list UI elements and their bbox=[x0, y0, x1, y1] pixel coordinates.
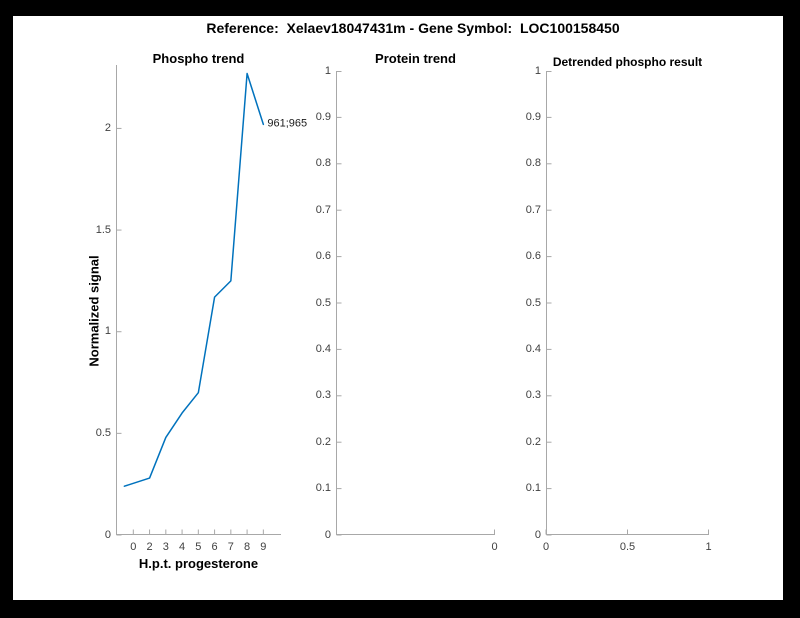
y-tick-label: 0.5 bbox=[525, 296, 541, 309]
x-tick-label: 9 bbox=[260, 541, 267, 553]
y-tick-label: 0 bbox=[324, 528, 331, 541]
y-tick-label: 0.2 bbox=[525, 435, 541, 448]
y-tick-label: 0 bbox=[534, 528, 541, 541]
x-tick-label: 3 bbox=[162, 541, 169, 553]
y-tick-label: 1 bbox=[534, 65, 541, 77]
plot-title-phospho-trend: Phospho trend bbox=[152, 51, 245, 66]
y-tick-label: 0.7 bbox=[525, 203, 541, 216]
x-axis-label-hpt-progesterone: H.p.t. progesterone bbox=[138, 556, 259, 571]
y-tick-label: 0.5 bbox=[95, 426, 111, 439]
y-tick-label: 2 bbox=[104, 121, 111, 134]
x-tick-label: 4 bbox=[179, 541, 186, 553]
plot-title-detrended-phospho-result: Detrended phospho result bbox=[552, 55, 703, 69]
y-tick-label: 0.1 bbox=[525, 482, 541, 495]
y-tick-label: 1 bbox=[104, 325, 111, 338]
y-tick-label: 0.5 bbox=[315, 296, 331, 309]
y-tick-label: 0.3 bbox=[525, 389, 541, 402]
x-tick-label: 8 bbox=[244, 541, 251, 553]
y-tick-label: 0.6 bbox=[525, 250, 541, 263]
plot-canvas bbox=[116, 65, 281, 536]
y-tick-label: 0.4 bbox=[525, 342, 541, 355]
figure-title: Reference: Xelaev18047431m - Gene Symbol… bbox=[206, 20, 620, 36]
x-tick-label: 2 bbox=[146, 541, 153, 553]
x-tick-label: 6 bbox=[211, 541, 218, 553]
y-tick-label: 0.1 bbox=[315, 482, 331, 495]
y-tick-label: 1 bbox=[324, 65, 331, 77]
plot-canvas bbox=[336, 71, 495, 536]
x-tick-label: 5 bbox=[195, 541, 202, 553]
y-tick-label: 0.8 bbox=[315, 157, 331, 170]
y-tick-label: 0.7 bbox=[315, 203, 331, 216]
x-tick-label: 0 bbox=[130, 541, 137, 553]
figure-canvas: Reference: Xelaev18047431m - Gene Symbol… bbox=[13, 16, 783, 600]
y-axis-label-normalized-signal: Normalized signal bbox=[86, 255, 102, 367]
plot-phospho-trend: 0 2 3 4 5 6 7 8 9 0 0.5 1 1.5 2 961;965 bbox=[96, 65, 307, 553]
y-tick-label: 0.8 bbox=[525, 157, 541, 170]
y-tick-label: 0.4 bbox=[315, 342, 331, 355]
y-tick-label: 0.9 bbox=[525, 110, 541, 123]
plot-title-protein-trend: Protein trend bbox=[375, 51, 456, 66]
y-tick-label: 0.9 bbox=[315, 110, 331, 123]
y-tick-label: 1.5 bbox=[95, 223, 111, 236]
x-tick-label: 7 bbox=[227, 541, 234, 553]
y-tick-label: 0.6 bbox=[315, 250, 331, 263]
plot-canvas bbox=[545, 71, 709, 536]
x-tick-label: 0 bbox=[491, 541, 498, 553]
y-tick-label: 0.3 bbox=[315, 389, 331, 402]
phospho-signal-line bbox=[123, 72, 265, 487]
x-tick-label: 1 bbox=[705, 541, 712, 553]
y-tick-label: 0.2 bbox=[315, 435, 331, 448]
y-tick-label: 0 bbox=[104, 528, 111, 541]
x-tick-label: 0 bbox=[542, 541, 550, 553]
peak-annotation: 961;965 bbox=[267, 117, 308, 130]
x-tick-label: 0.5 bbox=[619, 541, 636, 553]
plot-detrended-phospho-result: 0 0.5 1 0 0.1 0.2 0.3 0.4 0.5 0.6 0.7 0.8 0.9 1 bbox=[526, 65, 712, 553]
plot-protein-trend: 0 0 0.1 0.2 0.3 0.4 0.5 0.6 0.7 0.8 0.9 1 bbox=[316, 65, 498, 553]
